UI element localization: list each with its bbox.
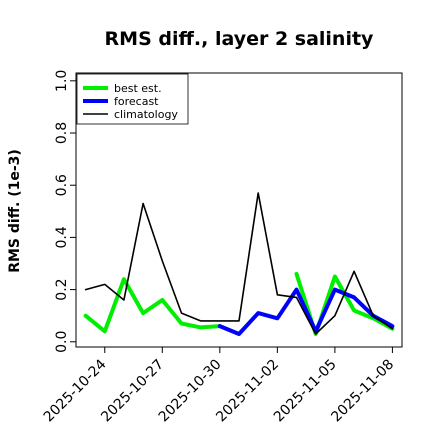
legend-label-2: climatology (114, 108, 178, 121)
legend-label-0: best est. (114, 82, 162, 95)
x-axis: 2025-10-242025-10-272025-10-302025-11-02… (41, 347, 397, 425)
series-line-1 (217, 287, 395, 336)
y-tick-label: 1.0 (54, 70, 70, 92)
plot-area (75, 72, 403, 348)
y-tick-label: 0.6 (54, 174, 70, 196)
y-tick-label: 0.4 (54, 226, 70, 248)
series-line-0 (83, 277, 222, 334)
series-layer (83, 192, 395, 336)
y-tick-label: 0.0 (54, 331, 70, 353)
chart-title: RMS diff., layer 2 salinity (105, 28, 375, 50)
y-axis-label: RMS diff. (1e-3) (7, 149, 23, 273)
legend-label-1: forecast (114, 95, 159, 108)
series-line-2 (84, 192, 394, 335)
y-tick-label: 0.2 (54, 278, 70, 300)
y-axis: 0.0 0.2 0.4 0.6 0.8 1.0 (54, 70, 76, 353)
y-tick-label: 0.8 (54, 122, 70, 144)
